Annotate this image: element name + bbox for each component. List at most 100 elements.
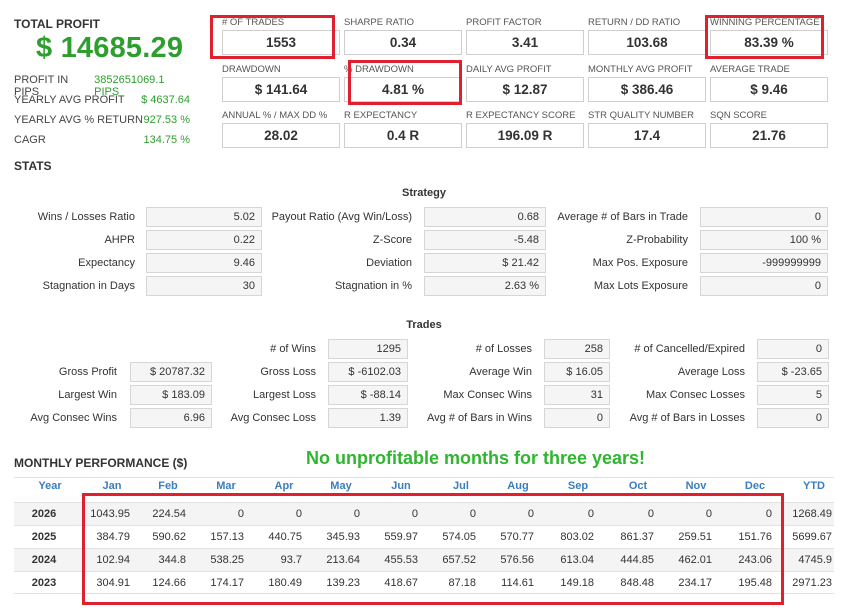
- cell: 243.06: [738, 554, 772, 566]
- cell: 803.02: [560, 531, 594, 543]
- trade-value: $ 20787.32: [130, 362, 212, 382]
- stat-value: $ 21.42: [424, 253, 546, 273]
- strategy-title: Strategy: [401, 187, 447, 199]
- trade-value: 258: [544, 339, 610, 359]
- trade-value: 0: [544, 408, 610, 428]
- cell: 538.25: [210, 554, 244, 566]
- metric-label: RETURN / DD RATIO: [588, 17, 681, 28]
- cell-ytd: 2971.23: [792, 577, 832, 589]
- metric-value: $ 141.64: [222, 77, 340, 102]
- summary-row: YEARLY AVG % RETURN 927.53 %: [14, 114, 190, 126]
- summary-label: YEARLY AVG % RETURN: [14, 114, 143, 126]
- total-profit-label: TOTAL PROFIT: [14, 17, 100, 31]
- row-year: 2026: [31, 508, 57, 520]
- trade-value: 6.96: [130, 408, 212, 428]
- cell-ytd: 1268.49: [792, 508, 832, 520]
- trade-label: Avg # of Bars in Wins: [427, 412, 532, 424]
- cell: 0: [469, 508, 476, 520]
- metric-daily-avg: DAILY AVG PROFIT $ 12.87: [466, 64, 584, 102]
- trades-title: Trades: [406, 319, 442, 331]
- summary-row: YEARLY AVG PROFIT $ 4637.64: [14, 94, 190, 106]
- metric-annual-maxdd: ANNUAL % / MAX DD % 28.02: [222, 110, 340, 148]
- trade-label: # of Cancelled/Expired: [634, 343, 745, 355]
- metric-value: 0.4 R: [344, 123, 462, 148]
- summary-value: 3852651069.1 PIPS: [94, 74, 165, 98]
- cell: 234.17: [678, 577, 712, 589]
- header-month: Oct: [628, 480, 648, 492]
- trade-label: Gross Profit: [58, 366, 117, 378]
- stat-value: 0.22: [146, 230, 262, 250]
- highlight-pct-drawdown: [348, 60, 462, 105]
- summary-value: 927.53 %: [143, 114, 190, 126]
- table-row: 2026 1043.95 224.54 0 0 0 0 0 0 0 0 0 0 …: [14, 502, 834, 525]
- header-month: Mar: [216, 480, 236, 492]
- cell: 384.79: [96, 531, 130, 543]
- cell: 590.62: [152, 531, 186, 543]
- cell: 444.85: [620, 554, 654, 566]
- metric-return-dd: RETURN / DD RATIO 103.68: [588, 17, 706, 55]
- metric-label: SQN SCORE: [710, 110, 768, 121]
- metric-label: % DRAWDOWN: [344, 64, 414, 75]
- summary-value: $ 4637.64: [141, 94, 190, 106]
- trade-value: $ -88.14: [328, 385, 408, 405]
- header-month: Feb: [158, 480, 178, 492]
- metric-label: # OF TRADES: [222, 17, 285, 28]
- cell: 304.91: [96, 577, 130, 589]
- metric-label: R EXPECTANCY: [344, 110, 418, 121]
- cell: 102.94: [96, 554, 130, 566]
- metric-average-trade: AVERAGE TRADE $ 9.46: [710, 64, 828, 102]
- cell: 613.04: [560, 554, 594, 566]
- cell: 1043.95: [90, 508, 130, 520]
- trade-value: $ 16.05: [544, 362, 610, 382]
- trade-value: $ 183.09: [130, 385, 212, 405]
- stats-title: STATS: [14, 159, 52, 173]
- cell: 0: [295, 508, 302, 520]
- monthly-header-row: Year Jan Feb Mar Apr May Jun Jul Aug Sep…: [14, 480, 834, 500]
- header-month: Aug: [507, 480, 529, 492]
- cell: 174.17: [210, 577, 244, 589]
- cell: 462.01: [678, 554, 712, 566]
- trade-value: 31: [544, 385, 610, 405]
- cell-ytd: 5699.67: [792, 531, 832, 543]
- trade-label: # of Losses: [475, 343, 532, 355]
- metric-label: ANNUAL % / MAX DD %: [222, 110, 328, 121]
- metric-label: AVERAGE TRADE: [710, 64, 790, 75]
- header-month: Nov: [685, 480, 707, 492]
- cell: 440.75: [268, 531, 302, 543]
- cell: 0: [527, 508, 534, 520]
- header-month: Apr: [274, 480, 294, 492]
- stat-label: Payout Ratio (Avg Win/Loss): [271, 211, 412, 223]
- summary-label: CAGR: [14, 134, 46, 146]
- metric-label: WINNING PERCENTAGE: [710, 17, 820, 28]
- cell: 0: [411, 508, 418, 520]
- stat-value: 30: [146, 276, 262, 296]
- cell: 0: [353, 508, 360, 520]
- trade-label: Gross Loss: [260, 366, 316, 378]
- metric-value: 103.68: [588, 30, 706, 55]
- cell: 344.8: [158, 554, 186, 566]
- header-year: Year: [38, 480, 62, 492]
- stat-label: Stagnation in Days: [42, 280, 135, 292]
- cell: 149.18: [560, 577, 594, 589]
- metric-label: SHARPE RATIO: [344, 17, 415, 28]
- stat-label: Average # of Bars in Trade: [557, 211, 688, 223]
- metric-value: 83.39 %: [710, 30, 828, 55]
- summary-row: PROFIT IN PIPS 3852651069.1 PIPS: [14, 74, 190, 98]
- metric-value: 4.81 %: [344, 77, 462, 102]
- trade-label: Avg Consec Wins: [30, 412, 117, 424]
- cell: 559.97: [384, 531, 418, 543]
- metric-value: 196.09 R: [466, 123, 584, 148]
- header-month: Jul: [453, 480, 469, 492]
- header-ytd: YTD: [803, 480, 825, 492]
- trade-label: Max Consec Losses: [645, 389, 745, 401]
- stat-value: 0: [700, 276, 828, 296]
- cell: 455.53: [384, 554, 418, 566]
- cell: 657.52: [442, 554, 476, 566]
- cell: 345.93: [326, 531, 360, 543]
- cell: 114.61: [501, 577, 534, 589]
- table-row: 2024 102.94 344.8 538.25 93.7 213.64 455…: [14, 548, 834, 571]
- cell: 0: [587, 508, 594, 520]
- trade-value: 1295: [328, 339, 408, 359]
- metric-value: $ 386.46: [588, 77, 706, 102]
- cell: 195.48: [738, 577, 772, 589]
